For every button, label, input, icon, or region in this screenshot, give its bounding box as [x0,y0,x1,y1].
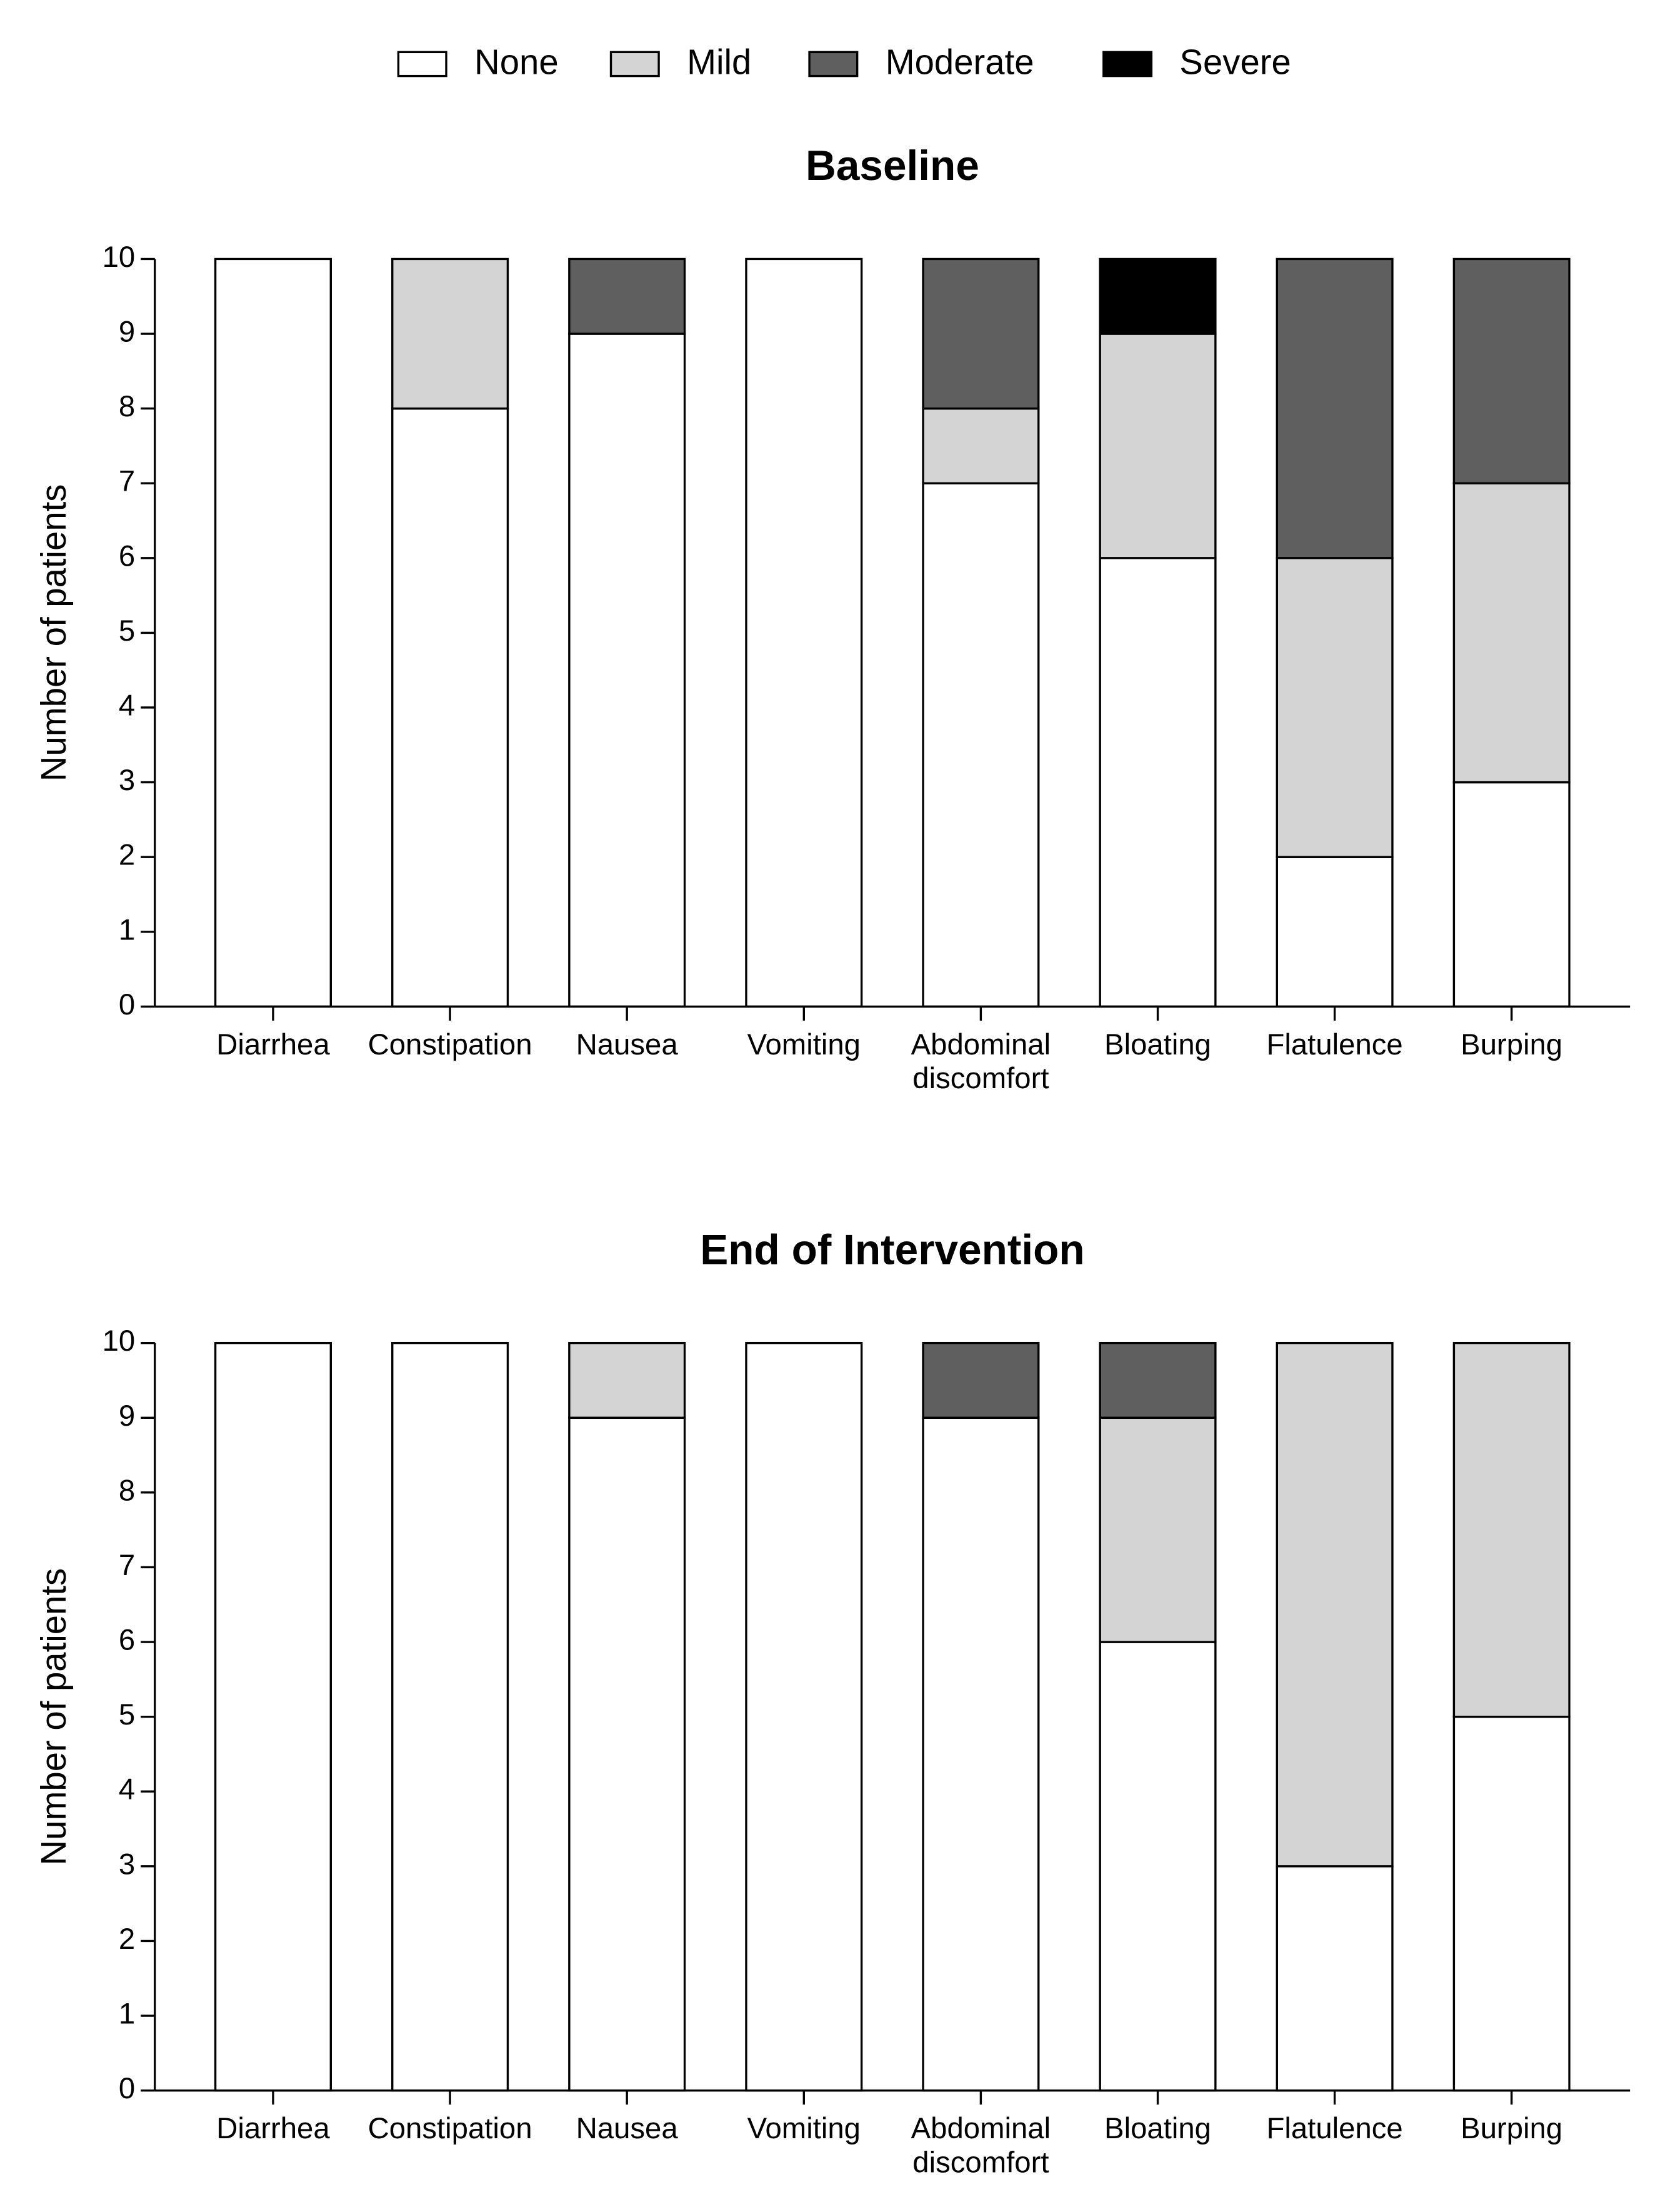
bar-segment [568,258,686,335]
bar-segment [1276,856,1394,1008]
bar-segment [1452,781,1571,1008]
x-tick-label-box: Constipation [367,1029,532,1062]
y-tick-label: 0 [119,2072,135,2105]
x-tick-label-box: Nausea [576,1029,678,1062]
bar-segment [922,1341,1040,1419]
bar-segment [1099,557,1217,1008]
y-tick-label: 4 [119,1773,135,1806]
x-tick-label: Burping [1461,2113,1563,2146]
bar-segment [1276,1865,1394,2092]
y-tick-label: 7 [119,465,135,498]
y-tick-label: 9 [119,1399,135,1433]
legend-swatch [808,51,859,78]
bar-segment [391,258,509,410]
x-tick-label: Abdominal discomfort [911,2113,1051,2179]
y-tick-label: 2 [119,1923,135,1956]
bar-segment [214,258,332,1008]
x-tick-label-box: Diarrhea [216,1029,330,1062]
y-tick-label: 6 [119,1624,135,1657]
y-tick-label: 3 [119,764,135,797]
x-tick-label-box: Diarrhea [216,2113,330,2146]
bar-segment [1099,1341,1217,1419]
x-tick-label-box: Bloating [1104,1029,1211,1062]
legend-label: Severe [1179,42,1291,81]
bar-segment [922,407,1040,484]
x-tick-label-box: Burping [1461,1029,1563,1062]
y-tick-label: 8 [119,390,135,423]
x-tick-label: Flatulence [1266,1029,1403,1062]
bar-segment [1276,1341,1394,1868]
bar-segment [1099,1416,1217,1643]
y-tick-label: 3 [119,1848,135,1881]
bar-segment [214,1341,332,2092]
x-tick-label: Bloating [1104,2113,1211,2146]
bar-segment [745,258,863,1008]
bar-segment [1099,1641,1217,2092]
legend-label: None [474,42,559,81]
x-tick-label: Diarrhea [216,2113,330,2146]
chart-title: End of Intervention [700,1226,1084,1273]
x-tick-label-box: Nausea [576,2113,678,2146]
x-tick-label: Burping [1461,1029,1563,1062]
x-tick-label-box: Abdominal discomfort [911,2113,1051,2179]
y-tick-label: 9 [119,315,135,348]
legend-swatch [1102,51,1153,78]
x-tick-label-box: Flatulence [1266,1029,1403,1062]
x-tick-label: Bloating [1104,1029,1211,1062]
y-tick-label: 1 [119,1998,135,2031]
bar-segment [1099,333,1217,559]
bar-segment [1099,258,1217,335]
bar-segment [1452,1715,1571,2092]
x-tick-label: Diarrhea [216,1029,330,1062]
y-tick-label: 0 [119,988,135,1021]
y-axis-label: Number of patients [34,1568,73,1866]
y-tick-label: 2 [119,839,135,872]
x-tick-label: Vomiting [747,1029,861,1062]
bar-segment [922,258,1040,410]
y-tick-label: 8 [119,1474,135,1507]
bar-segment [1452,482,1571,784]
bar-segment [1452,1341,1571,1718]
y-axis-label: Number of patients [34,484,73,782]
x-tick-label: Vomiting [747,2113,861,2146]
bar-segment [568,1341,686,1419]
x-tick-label: Constipation [367,2113,532,2146]
x-tick-label: Nausea [576,1029,678,1062]
y-tick-label: 10 [102,241,136,274]
x-tick-label-box: Abdominal discomfort [911,1029,1051,1096]
bar-segment [568,333,686,1008]
bar-segment [745,1341,863,2092]
x-tick-label-box: Constipation [367,2113,532,2146]
legend-label: Moderate [886,42,1034,81]
chart-title: Baseline [806,143,979,189]
y-tick-label: 7 [119,1549,135,1582]
bar-segment [922,1416,1040,2092]
bar-segment [1276,557,1394,858]
x-tick-label-box: Flatulence [1266,2113,1403,2146]
x-tick-label-box: Vomiting [747,1029,861,1062]
bar-segment [568,1416,686,2092]
legend-swatch [397,51,447,78]
x-tick-label-box: Vomiting [747,2113,861,2146]
x-tick-label: Flatulence [1266,2113,1403,2146]
bar-segment [391,407,509,1008]
y-tick-label: 4 [119,689,135,722]
y-tick-label: 1 [119,913,135,946]
x-tick-label: Abdominal discomfort [911,1029,1051,1096]
legend-label: Mild [687,42,751,81]
bar-segment [391,1341,509,2092]
legend-swatch [609,51,660,78]
y-tick-label: 6 [119,539,135,573]
x-tick-label-box: Bloating [1104,2113,1211,2146]
bar-segment [1276,258,1394,559]
bar-segment [922,482,1040,1008]
y-tick-label: 5 [119,614,135,648]
x-tick-label-box: Burping [1461,2113,1563,2146]
y-tick-label: 10 [102,1324,136,1358]
y-tick-label: 5 [119,1698,135,1731]
x-tick-label: Nausea [576,2113,678,2146]
bar-segment [1452,258,1571,484]
x-tick-label: Constipation [367,1029,532,1062]
